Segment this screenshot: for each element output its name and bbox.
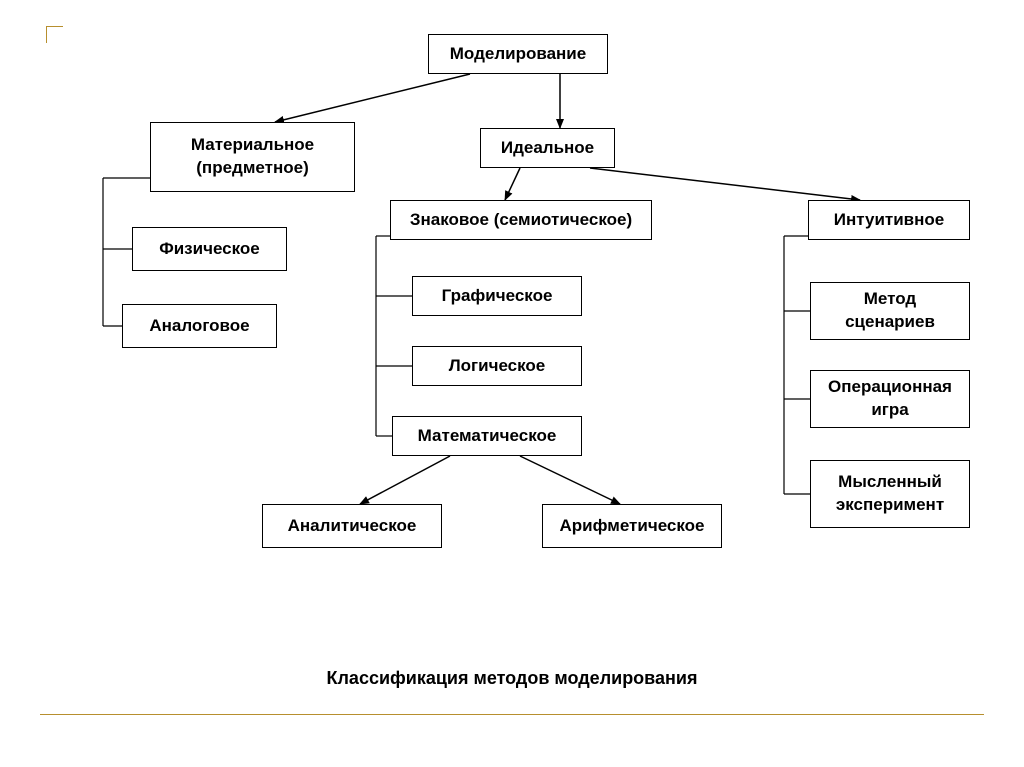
node-intuitive: Интуитивное xyxy=(808,200,970,240)
node-material: Материальное (предметное) xyxy=(150,122,355,192)
node-ideal: Идеальное xyxy=(480,128,615,168)
node-graphic: Графическое xyxy=(412,276,582,316)
node-scenario: Метод сценариев xyxy=(810,282,970,340)
node-physical: Физическое xyxy=(132,227,287,271)
corner-accent-tl xyxy=(46,26,63,43)
node-mental: Мысленный эксперимент xyxy=(810,460,970,528)
node-opgame: Операционная игра xyxy=(810,370,970,428)
node-math: Математическое xyxy=(392,416,582,456)
node-analog: Аналоговое xyxy=(122,304,277,348)
diagram-caption: Классификация методов моделирования xyxy=(0,668,1024,689)
bottom-rule xyxy=(40,714,984,715)
node-arithmetic: Арифметическое xyxy=(542,504,722,548)
node-analytical: Аналитическое xyxy=(262,504,442,548)
node-semiotic: Знаковое (семиотическое) xyxy=(390,200,652,240)
node-root: Моделирование xyxy=(428,34,608,74)
node-logical: Логическое xyxy=(412,346,582,386)
